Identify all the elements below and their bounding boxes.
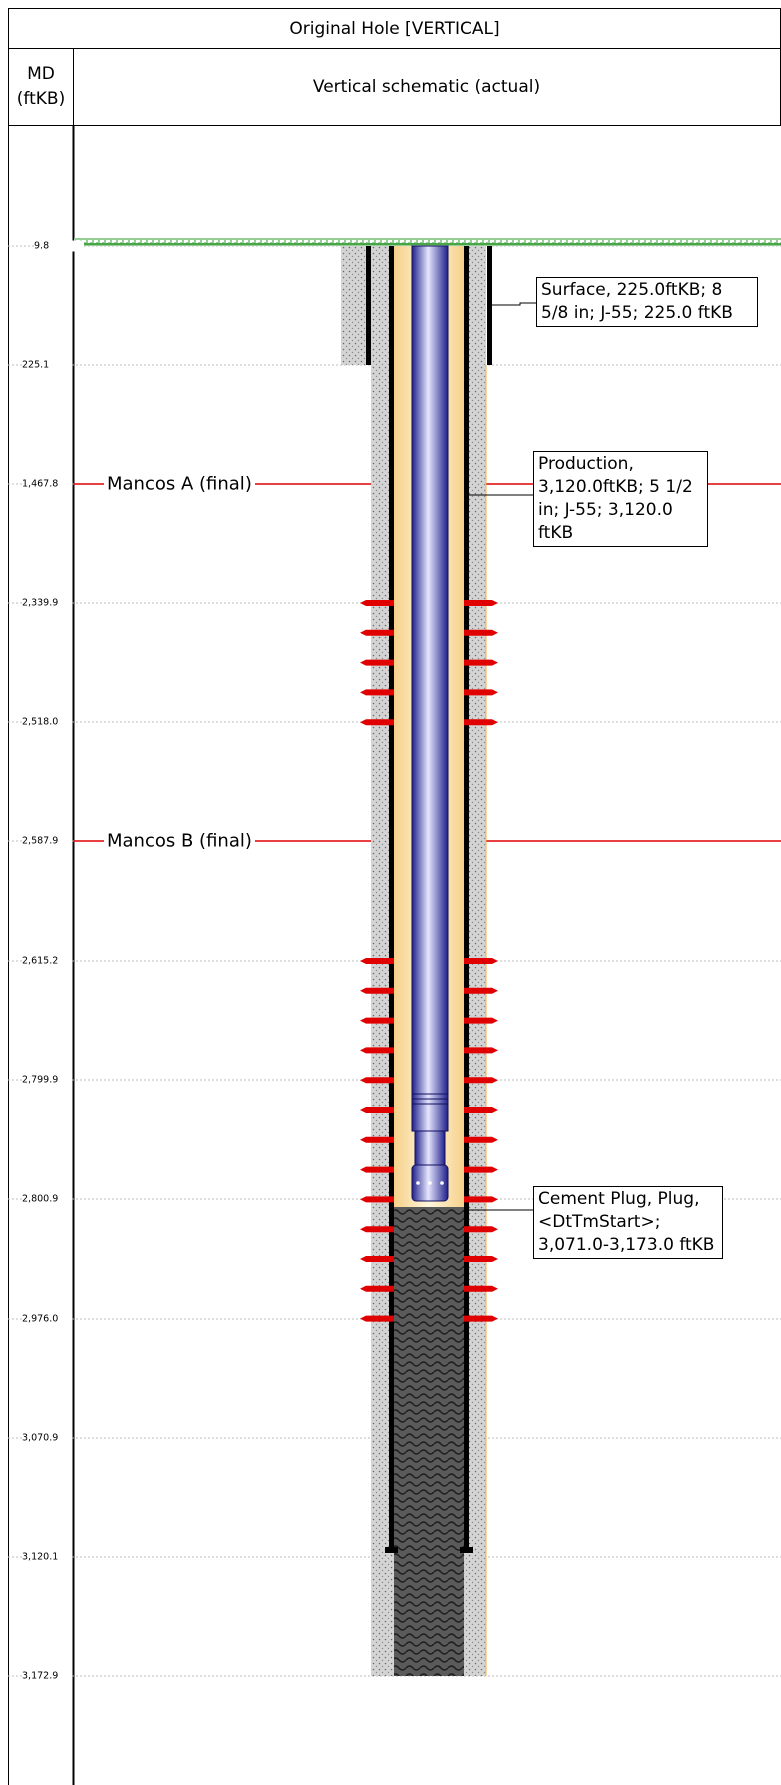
perforation-mark-left — [360, 1136, 394, 1143]
depth-label: 2,976.0 — [22, 1313, 72, 1325]
production-casing-callout: Production, 3,120.0ftKB; 5 1/2 in; J-55;… — [533, 451, 708, 547]
ground-surface — [74, 238, 781, 246]
perforation-mark-right — [464, 689, 498, 696]
perforations — [360, 600, 498, 1322]
perforation-mark-right — [464, 629, 498, 636]
perforation-mark-left — [360, 1196, 394, 1203]
perforation-mark-left — [360, 1315, 394, 1322]
perforation-mark-left — [360, 1077, 394, 1084]
tubing-joint — [411, 1093, 449, 1132]
perforation-mark-right — [464, 1315, 498, 1322]
tubing-string — [411, 245, 449, 1095]
md-label: MD — [27, 64, 55, 84]
perforation-mark-left — [360, 1256, 394, 1262]
depth-label: 3,070.9 — [22, 1432, 72, 1444]
cement-plug — [394, 1207, 464, 1676]
surface-casing-callout: Surface, 225.0ftKB; 8 5/8 in; J-55; 225.… — [536, 277, 758, 327]
md-unit-label: (ftKB) — [16, 89, 66, 109]
perforation-mark-left — [360, 629, 394, 636]
perforation-mark-right — [464, 1285, 498, 1292]
perforation-mark-left — [360, 1107, 394, 1113]
depth-label: 1,467.8 — [22, 478, 72, 490]
formation-label-mancos-a: Mancos A (final) — [104, 473, 255, 495]
depth-label: 2,800.9 — [22, 1193, 72, 1205]
schematic-label: Vertical schematic (actual) — [312, 77, 541, 97]
perforation-mark-left — [360, 1226, 394, 1233]
cement-plug-callout: Cement Plug, Plug, <DtTmStart>; 3,071.0-… — [533, 1186, 723, 1259]
perforation-mark-right — [464, 1136, 498, 1143]
depth-label: 2,799.9 — [22, 1074, 72, 1086]
surface-casing-right — [487, 246, 492, 365]
depth-label: 2,518.0 — [22, 716, 72, 728]
perforation-mark-left — [360, 719, 394, 726]
perforation-mark-right — [464, 1107, 498, 1113]
depth-label: 9.8 — [34, 240, 84, 252]
seating-nipple — [414, 1130, 446, 1166]
perforation-mark-right — [464, 1166, 498, 1173]
perforation-mark-right — [464, 1196, 498, 1203]
perforation-mark-right — [464, 1047, 498, 1054]
production-casing-right — [464, 246, 469, 1553]
perforation-mark-right — [464, 600, 498, 606]
callout-leaders — [469, 302, 536, 1211]
perforation-mark-right — [464, 1226, 498, 1233]
perforation-mark-left — [360, 689, 394, 696]
perforation-mark-left — [360, 987, 394, 994]
formation-label-mancos-b: Mancos B (final) — [104, 830, 255, 852]
perforation-mark-left — [360, 1047, 394, 1054]
well-title: Original Hole [VERTICAL] — [289, 18, 500, 39]
perforation-mark-left — [360, 659, 394, 666]
surface-casing-left — [366, 246, 371, 365]
perforation-mark-left — [360, 1285, 394, 1292]
perforation-mark-left — [360, 1017, 394, 1024]
depth-label: 3,172.9 — [22, 1670, 72, 1682]
perforation-mark-left — [360, 958, 394, 964]
perforation-mark-right — [464, 1256, 498, 1262]
perforation-mark-right — [464, 1077, 498, 1084]
depth-label: 2,615.2 — [22, 955, 72, 967]
depth-label: 225.1 — [22, 359, 72, 371]
perforation-mark-right — [464, 987, 498, 994]
depth-label: 3,120.1 — [22, 1551, 72, 1563]
depth-label: 2,587.9 — [22, 835, 72, 847]
perforation-mark-right — [464, 659, 498, 666]
depth-label: 2,339.9 — [22, 597, 72, 609]
perforation-mark-left — [360, 600, 394, 606]
perforation-mark-left — [360, 1166, 394, 1173]
perforation-mark-right — [464, 1017, 498, 1024]
perforation-mark-right — [464, 719, 498, 726]
perforation-mark-right — [464, 958, 498, 964]
production-casing-left — [389, 246, 394, 1553]
md-column-header: MD (ftKB) — [8, 48, 74, 126]
